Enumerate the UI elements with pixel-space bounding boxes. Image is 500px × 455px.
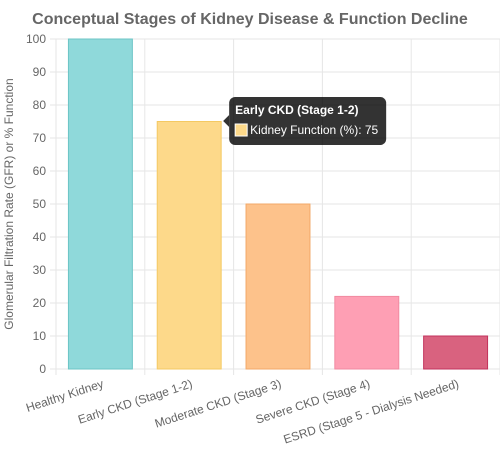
y-axis-title: Glomerular Filtration Rate (GFR) or % Fu… bbox=[2, 78, 16, 329]
y-tick-label: 30 bbox=[33, 263, 47, 277]
tooltip-swatch bbox=[234, 123, 248, 137]
bar[interactable] bbox=[334, 295, 400, 370]
y-tick-label: 90 bbox=[33, 65, 47, 79]
tooltip-label: Kidney Function (%): 75 bbox=[250, 123, 378, 137]
tooltip-caret bbox=[223, 115, 230, 127]
y-tick-label: 50 bbox=[33, 197, 47, 211]
bars bbox=[67, 38, 489, 370]
y-tick-label: 70 bbox=[33, 131, 47, 145]
y-tick-label: 100 bbox=[26, 32, 46, 46]
tooltip-box bbox=[229, 97, 387, 145]
bar[interactable] bbox=[245, 203, 311, 370]
y-tick-label: 20 bbox=[33, 296, 47, 310]
y-tick-label: 10 bbox=[33, 329, 47, 343]
y-tick-label: 80 bbox=[33, 98, 47, 112]
y-tick-label: 0 bbox=[39, 362, 46, 376]
tooltip: Early CKD (Stage 1-2) Kidney Function (%)… bbox=[223, 97, 387, 145]
bar[interactable] bbox=[67, 38, 133, 370]
chart-title: Conceptual Stages of Kidney Disease & Fu… bbox=[32, 11, 468, 28]
y-tick-label: 60 bbox=[33, 164, 47, 178]
y-tick-label: 40 bbox=[33, 230, 47, 244]
y-axis: 0 10 20 30 40 50 60 70 80 90 100 bbox=[26, 32, 46, 376]
bar[interactable] bbox=[156, 121, 222, 370]
bar[interactable] bbox=[423, 335, 489, 370]
tooltip-title: Early CKD (Stage 1-2) bbox=[235, 103, 358, 117]
x-tick-label: ESRD (Stage 5 - Dialysis Needed) bbox=[282, 377, 461, 447]
